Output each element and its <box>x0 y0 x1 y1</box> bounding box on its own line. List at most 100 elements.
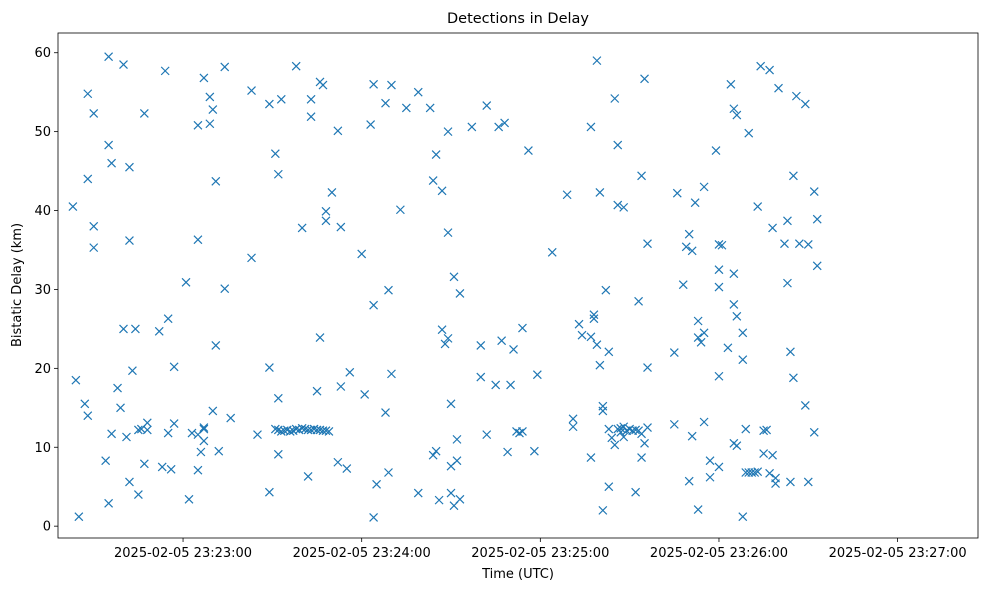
data-point <box>273 449 283 459</box>
x-axis: 2025-02-05 23:23:00 2025-02-05 23:24:00 20… <box>114 538 967 561</box>
data-point <box>133 425 143 435</box>
data-point <box>306 112 316 122</box>
data-point <box>577 330 587 340</box>
data-point <box>160 66 170 76</box>
data-point <box>125 236 134 245</box>
data-point <box>273 169 283 179</box>
data-point <box>812 214 822 224</box>
data-point <box>208 105 218 114</box>
data-point <box>119 324 128 334</box>
data-point <box>443 228 453 238</box>
data-point <box>139 459 149 469</box>
data-point <box>297 423 307 433</box>
data-point <box>729 300 739 309</box>
data-point <box>83 89 93 99</box>
data-point <box>598 406 608 416</box>
data-point <box>199 424 209 434</box>
data-point <box>345 367 355 377</box>
data-point <box>431 150 441 159</box>
data-point <box>595 187 605 197</box>
data-point <box>306 94 316 104</box>
data-point <box>369 300 379 310</box>
data-point <box>693 333 703 343</box>
data-point <box>425 103 435 113</box>
y-axis-label: Bistatic Delay (km) <box>10 223 25 347</box>
data-point <box>616 427 626 437</box>
data-point <box>154 326 164 336</box>
data-point <box>130 324 140 334</box>
data-point <box>440 339 450 349</box>
data-point <box>610 94 620 103</box>
data-point <box>413 87 423 97</box>
data-point <box>381 98 390 108</box>
data-point <box>693 316 703 326</box>
data-point <box>699 417 709 427</box>
data-point <box>443 127 453 137</box>
data-point <box>89 221 99 231</box>
data-point <box>592 340 602 350</box>
data-point <box>518 323 527 333</box>
data-point <box>699 182 709 192</box>
data-point <box>714 265 724 275</box>
data-point <box>187 428 197 438</box>
data-point <box>788 171 798 181</box>
data-point <box>315 333 325 343</box>
data-point <box>270 424 280 434</box>
data-point <box>586 122 596 132</box>
data-point <box>699 328 709 338</box>
plot-area-frame <box>57 32 979 539</box>
data-point <box>714 282 724 292</box>
data-point <box>732 441 742 451</box>
data-point <box>753 202 763 212</box>
data-point <box>794 239 804 249</box>
data-point <box>693 505 703 515</box>
data-point <box>166 464 176 474</box>
data-point <box>497 336 507 346</box>
x-tick-label: 2025-02-05 23:27:00 <box>829 546 967 561</box>
data-point <box>783 216 792 226</box>
data-point <box>253 430 262 440</box>
data-point <box>604 347 614 357</box>
data-point <box>774 83 783 93</box>
data-point <box>604 482 614 492</box>
data-point <box>729 269 739 279</box>
data-point <box>360 389 370 399</box>
data-point <box>381 408 390 417</box>
x-tick-label: 2025-02-05 23:23:00 <box>114 546 252 561</box>
data-point <box>738 512 748 522</box>
data-point <box>366 120 376 129</box>
data-point <box>452 434 462 444</box>
data-point <box>89 243 99 253</box>
data-point <box>509 344 518 354</box>
data-point <box>104 52 114 62</box>
data-point <box>163 428 173 438</box>
data-point <box>395 205 405 215</box>
data-point <box>631 425 641 435</box>
data-point <box>387 80 396 90</box>
data-point <box>163 314 173 324</box>
data-point <box>800 99 810 109</box>
data-point <box>205 92 215 102</box>
data-point <box>342 464 352 473</box>
data-point <box>122 432 131 442</box>
data-point <box>690 198 700 208</box>
data-point <box>482 430 492 440</box>
data-point <box>759 449 769 458</box>
x-tick-label: 2025-02-05 23:24:00 <box>293 546 431 561</box>
data-point <box>321 216 331 226</box>
data-point <box>428 450 438 460</box>
data-point <box>732 311 742 321</box>
data-point <box>119 60 128 69</box>
data-point <box>711 146 721 155</box>
data-point <box>264 99 274 109</box>
data-point <box>491 380 501 390</box>
data-point <box>125 477 134 487</box>
data-point <box>643 239 652 249</box>
data-point <box>765 468 775 478</box>
data-point <box>336 222 346 232</box>
data-point <box>214 446 224 456</box>
data-point <box>687 431 697 441</box>
data-point <box>741 424 751 434</box>
x-tick-label: 2025-02-05 23:26:00 <box>650 546 788 561</box>
data-point <box>303 472 313 481</box>
